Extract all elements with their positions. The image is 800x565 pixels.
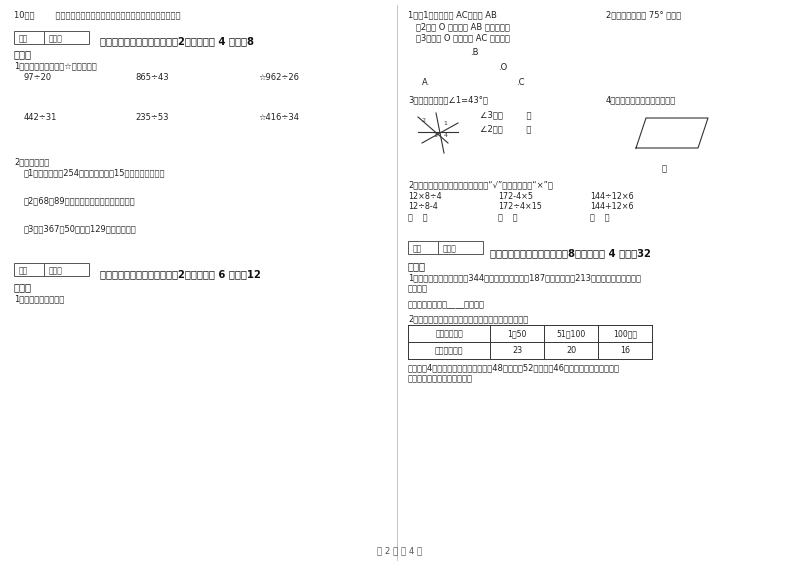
- Text: 1．（1）画出直线 AC，射线 AB: 1．（1）画出直线 AC，射线 AB: [408, 10, 497, 19]
- Text: 六、应用知识，解决问题（共8小题，每题 4 分，共32: 六、应用知识，解决问题（共8小题，每题 4 分，共32: [490, 248, 651, 258]
- Text: 12×8÷4: 12×8÷4: [408, 192, 442, 201]
- Text: 评卷人: 评卷人: [49, 267, 63, 276]
- Text: 五、认真思考，综合能力（共2小题，每题 6 分，共12: 五、认真思考，综合能力（共2小题，每题 6 分，共12: [100, 269, 261, 279]
- Text: ☆416÷34: ☆416÷34: [258, 113, 299, 122]
- Text: 每人票价／人: 每人票价／人: [434, 346, 463, 355]
- Text: 235÷53: 235÷53: [135, 113, 169, 122]
- Text: （    ）: （ ）: [408, 213, 427, 222]
- Text: 1．用竖式计算。（带☆的要验算）: 1．用竖式计算。（带☆的要验算）: [14, 61, 97, 70]
- Text: 分）。: 分）。: [14, 49, 32, 59]
- Text: 3．下图中，已知∠1=43°，: 3．下图中，已知∠1=43°，: [408, 95, 488, 104]
- Text: ∠3＝（         ）: ∠3＝（ ）: [480, 110, 531, 119]
- Text: 1～50: 1～50: [507, 329, 526, 338]
- Text: A.: A.: [422, 78, 430, 87]
- Text: 144÷12×6: 144÷12×6: [590, 192, 634, 201]
- Bar: [14, 31, 44, 44]
- Text: 97÷20: 97÷20: [24, 73, 52, 82]
- Text: 100以上: 100以上: [613, 329, 637, 338]
- Text: 2．列式计算。: 2．列式计算。: [14, 157, 50, 166]
- Text: 班合起来购票，共需多少元？: 班合起来购票，共需多少元？: [408, 374, 473, 383]
- Text: 2．家一起去游玩，兴庆公园的游园票价规定如下表：: 2．家一起去游玩，兴庆公园的游园票价规定如下表：: [408, 314, 528, 323]
- Text: 144+12×6: 144+12×6: [590, 202, 634, 211]
- Text: 3: 3: [434, 133, 438, 138]
- Text: 红星小学4年级学生去公园游玩，一班48人，二班52人，三班46人，为了节约费用，三个: 红星小学4年级学生去公园游玩，一班48人，二班52人，三班46人，为了节约费用，…: [408, 363, 620, 372]
- Text: 底: 底: [662, 164, 666, 173]
- Text: 23: 23: [512, 346, 522, 355]
- Text: 1．海豚馆第一天卖出门票344张，第二天上午卖出187张，下午卖出213张，两天一共卖出多少: 1．海豚馆第一天卖出门票344张，第二天上午卖出187张，下午卖出213张，两天…: [408, 273, 641, 282]
- Bar: [44, 263, 89, 276]
- Bar: [44, 31, 89, 44]
- Text: 得分: 得分: [19, 34, 28, 44]
- Text: 172÷4×15: 172÷4×15: [498, 202, 542, 211]
- Bar: [14, 263, 44, 276]
- Text: （2）68与89的和乘以他们的差，积是多少？: （2）68与89的和乘以他们的差，积是多少？: [24, 196, 136, 205]
- Text: 张门票？: 张门票？: [408, 284, 428, 293]
- Text: 172-4×5: 172-4×5: [498, 192, 533, 201]
- Text: 51～100: 51～100: [556, 329, 586, 338]
- Text: 答：两天一共卖出____张门票。: 答：两天一共卖出____张门票。: [408, 300, 485, 309]
- Text: 得分: 得分: [19, 267, 28, 276]
- Bar: [408, 241, 438, 254]
- Text: 评卷人: 评卷人: [443, 245, 457, 254]
- Text: 442÷31: 442÷31: [24, 113, 58, 122]
- Bar: [438, 241, 483, 254]
- Text: 2．下面每组算式运算顺序一样的画“√”，不一样的画“×”。: 2．下面每组算式运算顺序一样的画“√”，不一样的画“×”。: [408, 180, 553, 189]
- Text: 20: 20: [566, 346, 576, 355]
- Text: 4: 4: [444, 133, 448, 138]
- Text: （    ）: （ ）: [590, 213, 610, 222]
- Text: 2: 2: [422, 118, 426, 123]
- Text: 10．（        ）在一道算式中添减括号，可以改变这道题的运算顺序。: 10．（ ）在一道算式中添减括号，可以改变这道题的运算顺序。: [14, 10, 181, 19]
- Text: 分）。: 分）。: [14, 282, 32, 292]
- Text: （    ）: （ ）: [498, 213, 518, 222]
- Text: 4．画出平行四边形底上的高。: 4．画出平行四边形底上的高。: [606, 95, 676, 104]
- Text: 12÷8-4: 12÷8-4: [408, 202, 438, 211]
- Text: ∠2＝（         ）: ∠2＝（ ）: [480, 124, 531, 133]
- Text: .O: .O: [498, 63, 507, 72]
- Text: （2）过 O 点画射线 AB 的平行线。: （2）过 O 点画射线 AB 的平行线。: [408, 22, 510, 31]
- Text: 865÷43: 865÷43: [135, 73, 169, 82]
- Text: 分）。: 分）。: [408, 261, 426, 271]
- Text: ☆962÷26: ☆962÷26: [258, 73, 299, 82]
- Text: .C: .C: [516, 78, 525, 87]
- Text: 评卷人: 评卷人: [49, 34, 63, 44]
- Text: .B: .B: [470, 48, 478, 57]
- Text: 购票人数／人: 购票人数／人: [435, 329, 463, 338]
- Text: 1: 1: [443, 121, 447, 126]
- Text: 2．用量角器画一 75° 的角。: 2．用量角器画一 75° 的角。: [606, 10, 682, 19]
- Text: 四、看清题目，细心计算（共2小题，每题 4 分，共8: 四、看清题目，细心计算（共2小题，每题 4 分，共8: [100, 36, 254, 46]
- Text: （3）再过 O 点画射线 AC 的重线。: （3）再过 O 点画射线 AC 的重线。: [408, 33, 510, 42]
- Text: （3）比367的50倍，多129的数是多少？: （3）比367的50倍，多129的数是多少？: [24, 224, 137, 233]
- Text: （1）已知甲数是254，乙数是甲数的15倍，乙数是多少？: （1）已知甲数是254，乙数是甲数的15倍，乙数是多少？: [24, 168, 166, 177]
- Text: 得分: 得分: [413, 245, 422, 254]
- Text: 第 2 页 共 4 页: 第 2 页 共 4 页: [378, 546, 422, 555]
- Text: 1．画一画，填一填。: 1．画一画，填一填。: [14, 294, 64, 303]
- Text: 16: 16: [620, 346, 630, 355]
